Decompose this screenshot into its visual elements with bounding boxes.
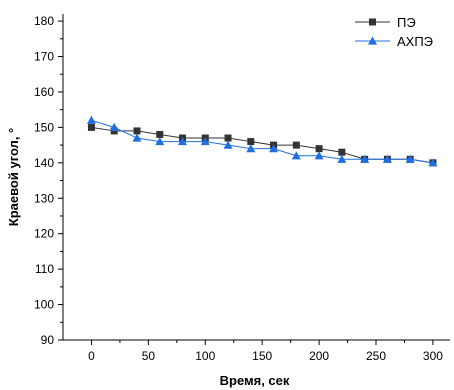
series-2-point <box>109 122 119 131</box>
series-1-point <box>156 130 164 138</box>
series-2-point <box>405 154 415 163</box>
x-tick-label: 100 <box>195 349 215 363</box>
legend-item-1-label: ПЭ <box>397 15 416 30</box>
series-2-point <box>428 158 438 167</box>
series-layer <box>86 115 438 167</box>
series-2-point <box>132 133 142 142</box>
series-2-point <box>178 137 188 146</box>
legend-item-2: АХПЭ <box>355 34 433 49</box>
y-tick-label: 100 <box>34 298 54 312</box>
series-2-point <box>86 115 96 124</box>
x-tick-label: 50 <box>142 349 156 363</box>
series-2-point <box>223 140 233 149</box>
y-tick-label: 120 <box>34 227 54 241</box>
series-1-point <box>224 134 232 142</box>
series-1-point <box>315 145 323 153</box>
series-2-point <box>360 154 370 163</box>
series-1-line <box>91 126 434 164</box>
series-2-point <box>291 151 301 160</box>
series-2-point <box>382 154 392 163</box>
x-tick-label: 200 <box>309 349 329 363</box>
legend-item-2-marker <box>368 36 377 45</box>
legend-item-2-label: АХПЭ <box>397 34 433 49</box>
series-1-point <box>292 141 300 149</box>
x-tick-label: 150 <box>252 349 272 363</box>
series-2 <box>86 115 438 167</box>
series-2-point <box>155 137 165 146</box>
x-tick-label: 0 <box>88 349 95 363</box>
series-1-point <box>247 138 255 146</box>
y-tick-label: 170 <box>34 50 54 64</box>
y-tick-label: 150 <box>34 120 54 134</box>
series-2-point <box>246 144 256 153</box>
series-2-point <box>200 137 210 146</box>
series-2-point <box>337 154 347 163</box>
series-2-line <box>91 119 434 164</box>
y-axis-title: Краевой угол, ° <box>6 128 21 226</box>
y-tick-label: 160 <box>34 85 54 99</box>
x-tick-label: 250 <box>366 349 386 363</box>
y-tick-label: 180 <box>34 14 54 28</box>
y-tick-label: 140 <box>34 156 54 170</box>
series-2-point <box>269 144 279 153</box>
legend-item-1: ПЭ <box>355 15 416 30</box>
series-1-point <box>338 148 346 156</box>
legend: ПЭ АХПЭ <box>355 15 433 49</box>
series-1-point <box>133 127 141 135</box>
y-tick-label: 110 <box>35 262 54 276</box>
x-tick-label: 300 <box>423 349 443 363</box>
axes: 90 100 110 120 130 140 150 160 170 180 0 50 100 150 20… <box>34 14 450 363</box>
series-2-point <box>314 151 324 160</box>
x-axis-title: Время, сек <box>220 373 290 388</box>
series-1 <box>87 123 437 167</box>
series-1-point <box>87 123 95 131</box>
y-tick-label: 130 <box>34 191 54 205</box>
legend-item-1-marker <box>369 18 376 26</box>
y-tick-label: 90 <box>41 333 55 347</box>
